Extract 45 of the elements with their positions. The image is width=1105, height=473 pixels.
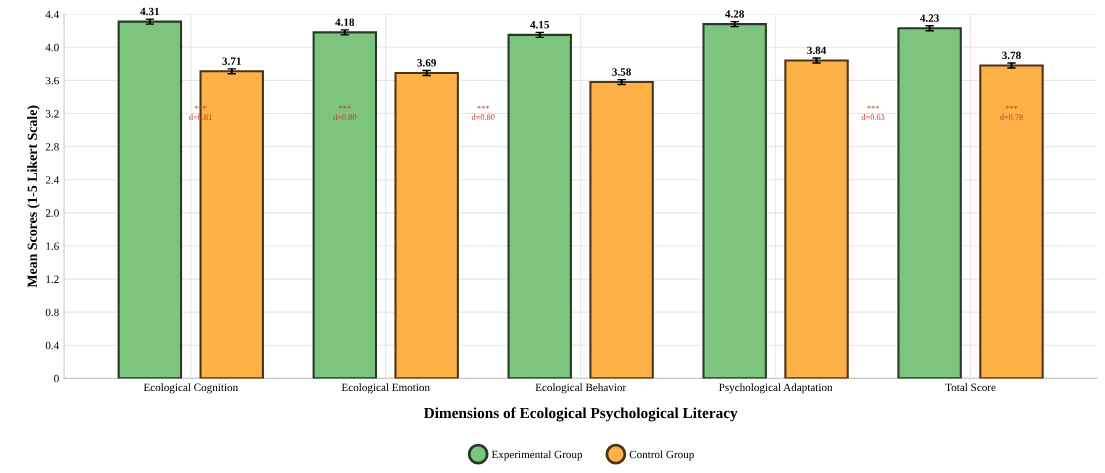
y-tick-label: 4.0 — [45, 43, 59, 52]
data-label: 4.15 — [530, 21, 550, 29]
bar — [979, 64, 1044, 379]
x-tick-label: Total Score — [945, 383, 996, 392]
bar — [589, 81, 654, 379]
annotation: *** d=0.78 — [1000, 105, 1023, 120]
data-label: 3.71 — [222, 57, 241, 65]
x-tick-label: Ecological Behavior — [535, 383, 627, 394]
data-label: 3.58 — [612, 68, 631, 76]
annotation: *** d=0.63 — [861, 105, 885, 120]
y-tick-label: 1.6 — [46, 242, 59, 250]
y-tick-label: 3.2 — [45, 110, 59, 118]
bar — [507, 33, 572, 379]
data-label: 3.84 — [807, 46, 827, 55]
y-tick-label: 2.0 — [45, 209, 59, 217]
y-tick-label: 0.4 — [45, 341, 60, 350]
data-label: 3.78 — [1002, 51, 1021, 60]
y-tick-label: 2.4 — [45, 176, 60, 184]
data-label: 4.23 — [920, 14, 939, 22]
annotation: *** d=0.80 — [471, 105, 495, 120]
x-tick-label: Ecological Cognition — [143, 383, 238, 394]
bar — [702, 23, 767, 379]
x-tick-label: Ecological Emotion — [341, 383, 430, 394]
annotation: *** d=0.80 — [333, 105, 357, 120]
y-tick-label: 3.6 — [45, 76, 59, 85]
bar — [784, 59, 849, 379]
legend-label: Experimental Group — [491, 450, 583, 461]
bar — [897, 27, 962, 379]
y-tick-label: 0.8 — [45, 308, 59, 317]
y-axis-title: Mean Scores (1-5 Likert Scale) — [27, 105, 40, 288]
y-tick-label: 2.8 — [45, 143, 59, 151]
legend-label: Control Group — [629, 450, 694, 461]
x-axis-title: Dimensions of Ecological Psychological Literacy — [423, 407, 738, 422]
x-tick-label: Psychological Adaptation — [719, 383, 833, 394]
annotation: *** d=0.81 — [189, 105, 212, 120]
bar — [117, 20, 183, 379]
bar — [394, 71, 459, 379]
data-label: 4.28 — [725, 10, 745, 18]
data-label: 4.18 — [335, 18, 355, 27]
data-label: 4.31 — [140, 7, 160, 16]
y-tick-label: 4.4 — [45, 10, 60, 19]
bar — [312, 31, 378, 379]
data-label: 3.69 — [417, 59, 436, 67]
y-tick-label: 0 — [54, 374, 59, 383]
y-tick-label: 1.2 — [46, 275, 59, 284]
